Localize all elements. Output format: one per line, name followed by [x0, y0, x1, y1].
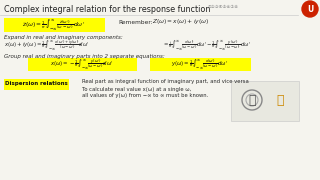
Text: 📷: 📷	[248, 93, 256, 107]
Text: To calculate real value x(ω) at a single ω,: To calculate real value x(ω) at a single…	[82, 87, 191, 91]
Text: Remember:: Remember:	[118, 19, 153, 24]
Text: $y(\omega)=\frac{1}{\pi}\int_{-\infty}^{\infty}\frac{x(\omega^{\prime})}{(\omega: $y(\omega)=\frac{1}{\pi}\int_{-\infty}^{…	[172, 57, 228, 71]
FancyBboxPatch shape	[4, 78, 68, 89]
Text: 🎤: 🎤	[276, 93, 284, 107]
FancyBboxPatch shape	[4, 17, 105, 32]
Text: ①②③④⑤⑥⑦⑧: ①②③④⑤⑥⑦⑧	[208, 5, 239, 9]
Text: Group real and imaginary parts into 2 separate equations:: Group real and imaginary parts into 2 se…	[4, 54, 165, 59]
Text: Expand in real and imaginary components:: Expand in real and imaginary components:	[4, 35, 123, 40]
Circle shape	[302, 1, 318, 17]
FancyBboxPatch shape	[149, 57, 251, 71]
Text: $\tilde{z}(\omega)=\frac{1}{\pi}\int_{-\infty}^{\infty}\frac{\tilde{z}(\omega^{\: $\tilde{z}(\omega)=\frac{1}{\pi}\int_{-\…	[22, 17, 85, 32]
Text: Real part as integral function of imaginary part, and vice versa: Real part as integral function of imagin…	[82, 80, 249, 84]
Text: $x(\omega)=-\frac{1}{\pi}\int_{-\infty}^{\infty}\frac{y(\omega^{\prime})}{(\omeg: $x(\omega)=-\frac{1}{\pi}\int_{-\infty}^…	[50, 57, 114, 71]
Text: $x(\omega)+iy(\omega)=\frac{1}{\pi}\int_{-\infty}^{\infty}\frac{x(\omega^{\prime: $x(\omega)+iy(\omega)=\frac{1}{\pi}\int_…	[4, 38, 90, 52]
FancyBboxPatch shape	[231, 81, 299, 121]
Text: Complex integral relation for the response function: Complex integral relation for the respon…	[4, 5, 210, 14]
Text: U: U	[307, 4, 313, 14]
Text: $Z(\omega) = x(\omega) + iy(\omega)$: $Z(\omega) = x(\omega) + iy(\omega)$	[152, 17, 209, 26]
Text: $=\frac{i}{\pi}\int_{-\infty}^{\infty}\frac{x(\omega^{\prime})}{(\omega-\omega^{: $=\frac{i}{\pi}\int_{-\infty}^{\infty}\f…	[162, 38, 251, 52]
Text: Dispersion relations: Dispersion relations	[4, 82, 68, 87]
Text: all values of y(ω) from −∞ to ∞ must be known.: all values of y(ω) from −∞ to ∞ must be …	[82, 93, 208, 98]
FancyBboxPatch shape	[28, 57, 137, 71]
